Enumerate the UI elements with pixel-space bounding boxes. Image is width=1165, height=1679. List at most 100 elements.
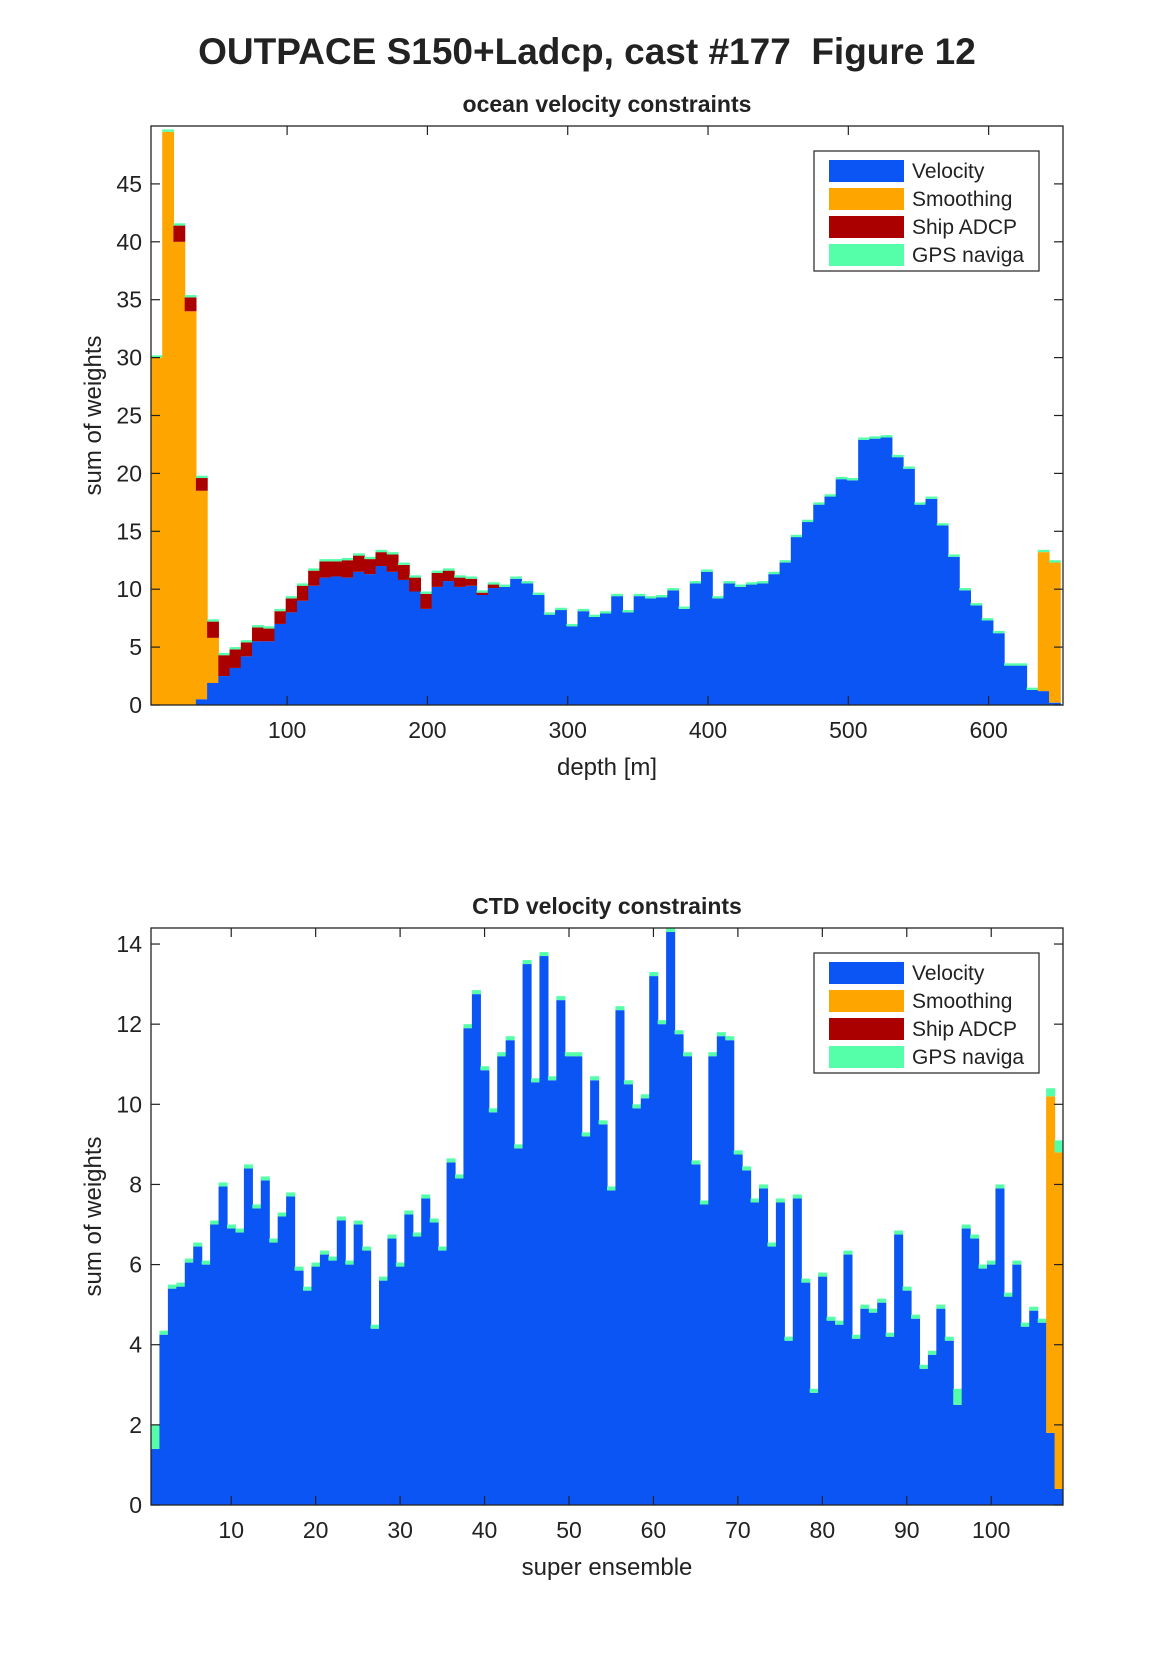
bar-segment xyxy=(573,1052,583,1057)
bar-segment xyxy=(835,476,848,480)
bar-segment xyxy=(539,956,549,1505)
bar-segment xyxy=(229,647,242,650)
bar-segment xyxy=(497,1056,507,1505)
bar-segment xyxy=(860,1304,870,1309)
bar-segment xyxy=(733,1150,743,1155)
bar-segment xyxy=(981,618,994,621)
bar-segment xyxy=(345,1260,355,1265)
y-tick-label: 4 xyxy=(129,1332,142,1358)
bar-segment xyxy=(353,571,365,705)
bar-segment xyxy=(792,1194,802,1199)
bar-segment xyxy=(294,1270,304,1505)
bar-segment xyxy=(263,628,276,642)
bar-segment xyxy=(379,1280,389,1505)
bar-segment xyxy=(725,1040,735,1505)
bar-segment xyxy=(1015,665,1028,705)
x-tick-label: 200 xyxy=(408,717,446,743)
bar-segment xyxy=(927,1350,937,1355)
bar-segment xyxy=(835,479,848,705)
bar-segment xyxy=(691,1164,701,1505)
bar-segment xyxy=(959,588,971,591)
bar-segment xyxy=(510,576,523,579)
bar-segment xyxy=(454,575,466,578)
bar-segment xyxy=(644,596,657,599)
bar-segment xyxy=(531,1078,541,1083)
y-tick-label: 2 xyxy=(129,1412,142,1438)
bar-segment xyxy=(818,1272,828,1277)
bar-segment xyxy=(750,1202,760,1505)
y-tick-label: 45 xyxy=(116,171,142,197)
bar-segment xyxy=(745,582,758,585)
y-tick-label: 40 xyxy=(116,229,142,255)
bar-segment xyxy=(712,598,725,705)
bar-segment xyxy=(296,583,309,586)
bar-segment xyxy=(240,640,253,643)
bar-segment xyxy=(353,553,365,556)
bar-segment xyxy=(285,596,298,599)
legend-label: Smoothing xyxy=(912,990,1012,1013)
bar-segment xyxy=(294,1266,304,1271)
y-tick-label: 12 xyxy=(116,1011,142,1037)
bar-segment xyxy=(716,1032,726,1037)
bar-segment xyxy=(210,1220,220,1225)
y-tick-label: 10 xyxy=(116,576,142,602)
bar-segment xyxy=(285,612,298,705)
bar-segment xyxy=(235,1228,245,1233)
legend-label: Velocity xyxy=(912,962,985,985)
bar-segment xyxy=(801,1278,811,1283)
bar-segment xyxy=(1046,1432,1056,1505)
bar-segment xyxy=(919,1368,929,1505)
bar-segment xyxy=(184,1262,194,1505)
bar-segment xyxy=(1029,1310,1039,1505)
bar-segment xyxy=(802,519,814,523)
bar-segment xyxy=(667,590,680,705)
bar-segment xyxy=(790,534,803,538)
bar-segment xyxy=(598,1124,608,1505)
bar-segment xyxy=(556,1000,566,1505)
bar-segment xyxy=(577,611,590,705)
bar-segment xyxy=(757,581,769,584)
bar-segment xyxy=(514,1144,524,1149)
bar-segment xyxy=(195,475,208,479)
bar-segment xyxy=(364,556,377,560)
bar-segment xyxy=(1003,1296,1013,1505)
bar-segment xyxy=(701,569,713,572)
bar-segment xyxy=(521,581,534,584)
bar-segment xyxy=(885,1332,895,1337)
bar-segment xyxy=(455,1178,465,1505)
bar-segment xyxy=(725,1036,735,1041)
chart-title: ocean velocity constraints xyxy=(463,91,752,117)
bar-segment xyxy=(734,586,747,705)
bar-segment xyxy=(691,1160,701,1165)
bar-segment xyxy=(564,1056,574,1505)
bar-segment xyxy=(632,1108,642,1505)
bar-segment xyxy=(936,523,949,526)
bar-segment xyxy=(1020,1326,1030,1505)
bar-segment xyxy=(566,626,579,705)
bar-segment xyxy=(944,1340,954,1505)
bar-segment xyxy=(790,537,803,705)
bar-segment xyxy=(1037,1322,1047,1505)
bar-segment xyxy=(370,1324,380,1329)
bar-segment xyxy=(995,1184,1005,1189)
bar-segment xyxy=(959,590,971,705)
bar-segment xyxy=(903,468,915,705)
bar-segment xyxy=(421,1198,431,1505)
bar-segment xyxy=(767,1246,777,1505)
bar-segment xyxy=(162,129,175,132)
bar-segment xyxy=(409,591,421,705)
bar-segment xyxy=(386,571,399,705)
bar-segment xyxy=(240,656,253,705)
bar-segment xyxy=(953,1388,963,1405)
bar-segment xyxy=(566,623,579,627)
bar-segment xyxy=(622,612,635,705)
bar-segment xyxy=(308,570,320,586)
bar-segment xyxy=(167,1284,177,1289)
bar-segment xyxy=(420,608,433,705)
bar-segment xyxy=(497,1052,507,1057)
bar-segment xyxy=(970,1238,980,1505)
bar-segment xyxy=(666,932,676,1505)
legend-swatch xyxy=(829,188,904,210)
bar-segment xyxy=(547,1076,557,1081)
bar-segment xyxy=(252,1208,262,1505)
